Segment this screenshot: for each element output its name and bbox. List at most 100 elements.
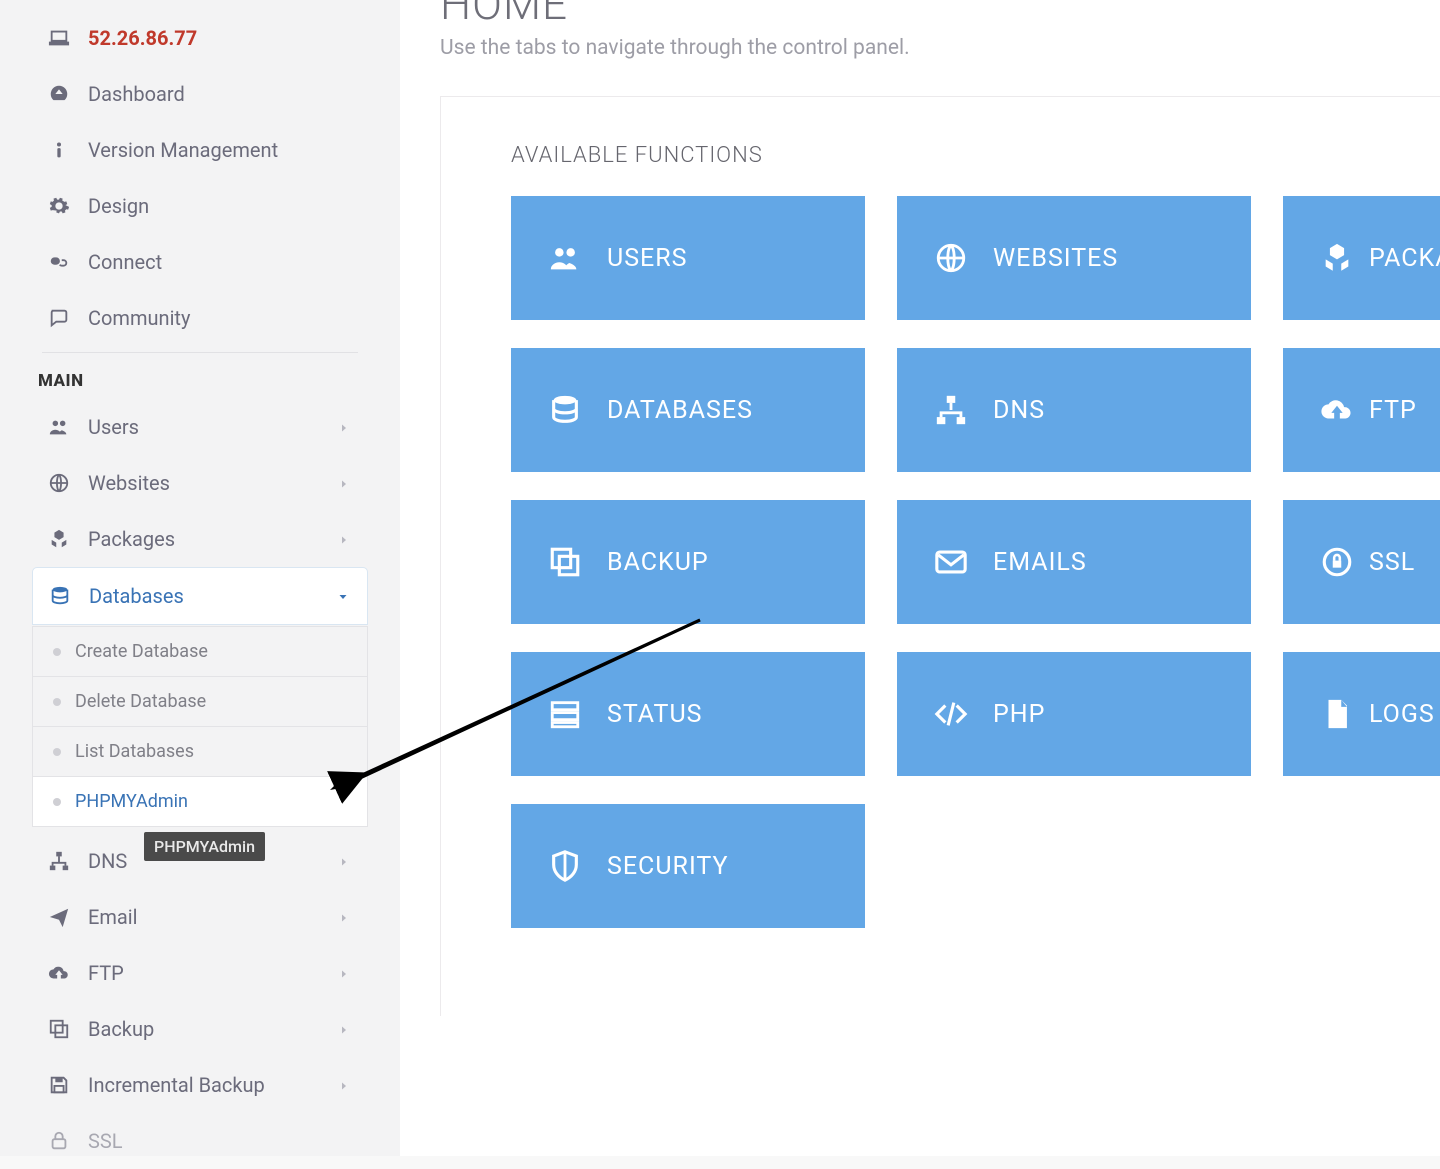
globe-icon xyxy=(42,472,76,494)
database-icon xyxy=(541,393,589,427)
tile-backup[interactable]: BACKUP xyxy=(511,500,865,624)
nav-label: Websites xyxy=(88,471,170,495)
tile-label: USERS xyxy=(607,244,688,273)
server-icon xyxy=(541,697,589,731)
databases-submenu: Create Database Delete Database List Dat… xyxy=(32,626,368,827)
gauge-icon xyxy=(42,83,76,105)
sidebar-item-users[interactable]: Users xyxy=(32,399,368,455)
chevron-right-icon xyxy=(338,415,350,439)
bullet-icon xyxy=(53,698,61,706)
chevron-right-icon xyxy=(338,849,350,873)
sidebar-item-backup[interactable]: Backup xyxy=(32,1001,368,1057)
cloud-upload-icon xyxy=(1313,393,1361,427)
chevron-right-icon xyxy=(338,471,350,495)
nav-label: FTP xyxy=(88,961,124,985)
tile-label: DATABASES xyxy=(607,396,753,425)
tile-databases[interactable]: DATABASES xyxy=(511,348,865,472)
chevron-right-icon xyxy=(338,961,350,985)
boxes-icon xyxy=(42,528,76,550)
tile-emails[interactable]: EMAILS xyxy=(897,500,1251,624)
shield-icon xyxy=(541,849,589,883)
nav-label: DNS xyxy=(88,849,127,873)
lock-icon xyxy=(1313,545,1361,579)
info-icon xyxy=(42,139,76,161)
bullet-icon xyxy=(53,748,61,756)
section-main-label: MAIN xyxy=(32,357,368,399)
tile-label: PACKA xyxy=(1369,244,1440,273)
sub-label: List Databases xyxy=(75,741,194,762)
sidebar-item-incremental-backup[interactable]: Incremental Backup xyxy=(32,1057,368,1113)
ip-label: 52.26.86.77 xyxy=(88,26,197,50)
sidebar-item-community[interactable]: Community xyxy=(32,290,368,346)
sidebar-item-ssl[interactable]: SSL xyxy=(32,1113,368,1169)
nav-label: Email xyxy=(88,905,138,929)
panel-title: AVAILABLE FUNCTIONS xyxy=(511,143,1440,168)
tile-security[interactable]: SECURITY xyxy=(511,804,865,928)
boxes-icon xyxy=(1313,241,1361,275)
chevron-right-icon xyxy=(338,1017,350,1041)
tile-dns[interactable]: DNS xyxy=(897,348,1251,472)
gear-icon xyxy=(42,195,76,217)
nav-label: SSL xyxy=(88,1129,123,1153)
sidebar-item-dashboard[interactable]: Dashboard xyxy=(32,66,368,122)
chevron-down-icon xyxy=(337,584,349,608)
nav-label: Version Management xyxy=(88,138,278,162)
sidebar-item-connect[interactable]: Connect xyxy=(32,234,368,290)
code-icon xyxy=(927,697,975,731)
nav-label: Design xyxy=(88,194,149,218)
sidebar-item-ip[interactable]: 52.26.86.77 xyxy=(32,10,368,66)
tile-label: SECURITY xyxy=(607,852,729,881)
nav-label: Incremental Backup xyxy=(88,1073,265,1097)
users-icon xyxy=(42,416,76,438)
sidebar-item-packages[interactable]: Packages xyxy=(32,511,368,567)
sidebar-item-email[interactable]: Email xyxy=(32,889,368,945)
laptop-icon xyxy=(42,27,76,49)
tile-packages[interactable]: PACKA xyxy=(1283,196,1440,320)
nav-label: Community xyxy=(88,306,190,330)
chevron-right-icon xyxy=(338,905,350,929)
tile-label: STATUS xyxy=(607,700,703,729)
sitemap-icon xyxy=(927,393,975,427)
sub-list-databases[interactable]: List Databases xyxy=(32,726,368,777)
tile-label: DNS xyxy=(993,396,1045,425)
chat-icon xyxy=(42,307,76,329)
tooltip-phpmyadmin: PHPMYAdmin xyxy=(144,832,265,861)
sub-delete-database[interactable]: Delete Database xyxy=(32,676,368,727)
tile-status[interactable]: STATUS xyxy=(511,652,865,776)
sub-label: Delete Database xyxy=(75,691,206,712)
link-icon xyxy=(42,251,76,273)
sidebar: 52.26.86.77 Dashboard Version Management… xyxy=(0,0,400,1156)
sidebar-item-version[interactable]: Version Management xyxy=(32,122,368,178)
chevron-right-icon xyxy=(338,527,350,551)
sidebar-item-ftp[interactable]: FTP xyxy=(32,945,368,1001)
tile-ssl[interactable]: SSL xyxy=(1283,500,1440,624)
page-title: HOME xyxy=(440,0,1440,30)
tile-label: BACKUP xyxy=(607,548,709,577)
sidebar-item-design[interactable]: Design xyxy=(32,178,368,234)
tile-logs[interactable]: LOGS xyxy=(1283,652,1440,776)
tile-label: SSL xyxy=(1369,548,1415,577)
users-icon xyxy=(541,241,589,275)
globe-icon xyxy=(927,241,975,275)
sitemap-icon xyxy=(42,850,76,872)
sub-create-database[interactable]: Create Database xyxy=(32,626,368,677)
page-subtitle: Use the tabs to navigate through the con… xyxy=(440,36,1440,60)
bullet-icon xyxy=(53,798,61,806)
tile-label: PHP xyxy=(993,700,1045,729)
bullet-icon xyxy=(53,648,61,656)
lock-icon xyxy=(42,1130,76,1152)
nav-label: Dashboard xyxy=(88,82,185,106)
tile-ftp[interactable]: FTP xyxy=(1283,348,1440,472)
save-icon xyxy=(42,1074,76,1096)
sidebar-item-websites[interactable]: Websites xyxy=(32,455,368,511)
tile-php[interactable]: PHP xyxy=(897,652,1251,776)
nav-label: Users xyxy=(88,415,139,439)
tile-label: WEBSITES xyxy=(993,244,1118,273)
tile-label: FTP xyxy=(1369,396,1417,425)
nav-label: Backup xyxy=(88,1017,154,1041)
tile-users[interactable]: USERS xyxy=(511,196,865,320)
sub-label: Create Database xyxy=(75,641,208,662)
sidebar-item-databases[interactable]: Databases xyxy=(32,567,368,625)
tile-websites[interactable]: WEBSITES xyxy=(897,196,1251,320)
sub-phpmyadmin[interactable]: PHPMYAdmin xyxy=(32,776,368,827)
